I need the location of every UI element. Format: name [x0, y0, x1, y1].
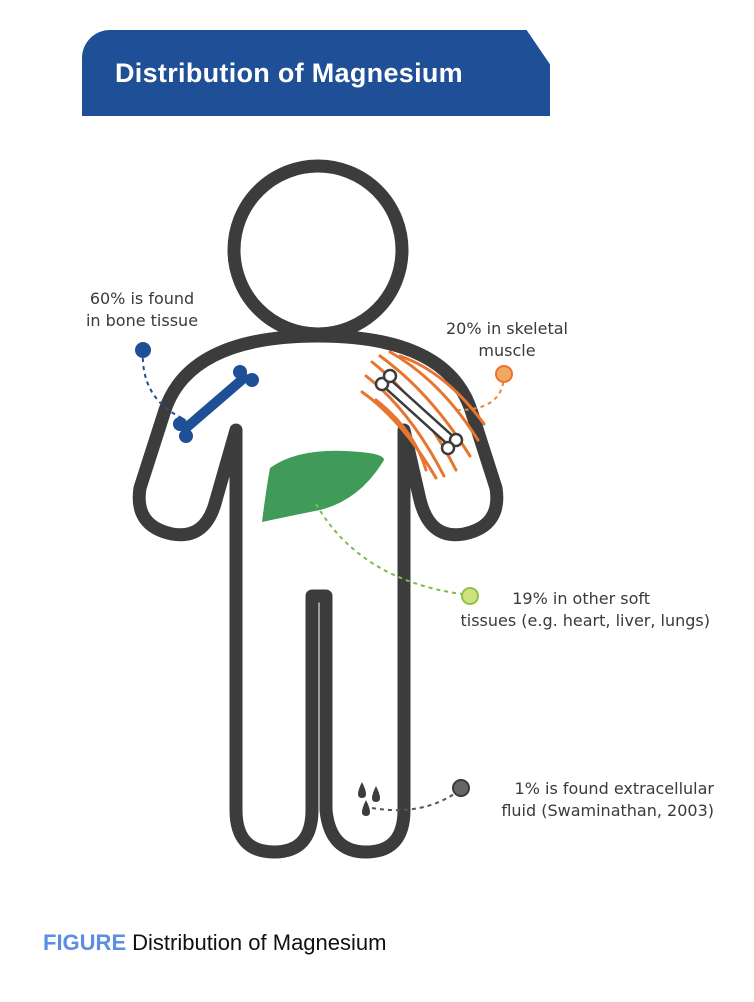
- arm-bone-icon: [374, 368, 464, 456]
- body-outline: [132, 329, 504, 859]
- fluid-callout-line1: 1% is found extracellular: [514, 779, 714, 798]
- soft-connector: [315, 503, 463, 595]
- caption-prefix: FIGURE: [43, 930, 127, 955]
- soft-marker: [461, 587, 479, 605]
- muscle-callout-label: 20% in skeletal muscle: [436, 318, 578, 362]
- bone-callout-label: 60% is found in bone tissue: [80, 288, 204, 332]
- bone-connector: [141, 349, 187, 421]
- fluid-callout-label: 1% is found extracellular fluid (Swamina…: [466, 778, 714, 822]
- fluid-connector: [371, 793, 455, 812]
- head-outline: [227, 159, 409, 341]
- diagram-title: Distribution of Magnesium: [115, 57, 463, 88]
- fluid-callout-line2: fluid (Swaminathan, 2003): [501, 801, 714, 820]
- figure-caption: FIGURE Distribution of Magnesium: [43, 930, 386, 956]
- bone-callout-line1: 60% is found: [89, 289, 195, 308]
- title-banner: Distribution of Magnesium: [82, 30, 550, 116]
- muscle-callout-line2: muscle: [478, 341, 536, 360]
- fluid-drops-icon: [358, 782, 380, 816]
- fluid-marker: [452, 779, 470, 797]
- muscle-callout-line1: 20% in skeletal: [445, 319, 568, 338]
- soft-tissue-callout-label: 19% in other soft tissues (e.g. heart, l…: [428, 588, 710, 632]
- muscle-marker: [495, 365, 513, 383]
- soft-callout-line1: 19% in other soft: [512, 589, 650, 608]
- bone-marker: [135, 342, 151, 358]
- muscle-connector: [457, 373, 505, 411]
- bone-icon: [173, 365, 259, 443]
- soft-callout-line2: tissues (e.g. heart, liver, lungs): [460, 611, 710, 630]
- liver-icon: [262, 450, 384, 522]
- bone-callout-line2: in bone tissue: [85, 311, 199, 330]
- caption-text: Distribution of Magnesium: [132, 930, 387, 955]
